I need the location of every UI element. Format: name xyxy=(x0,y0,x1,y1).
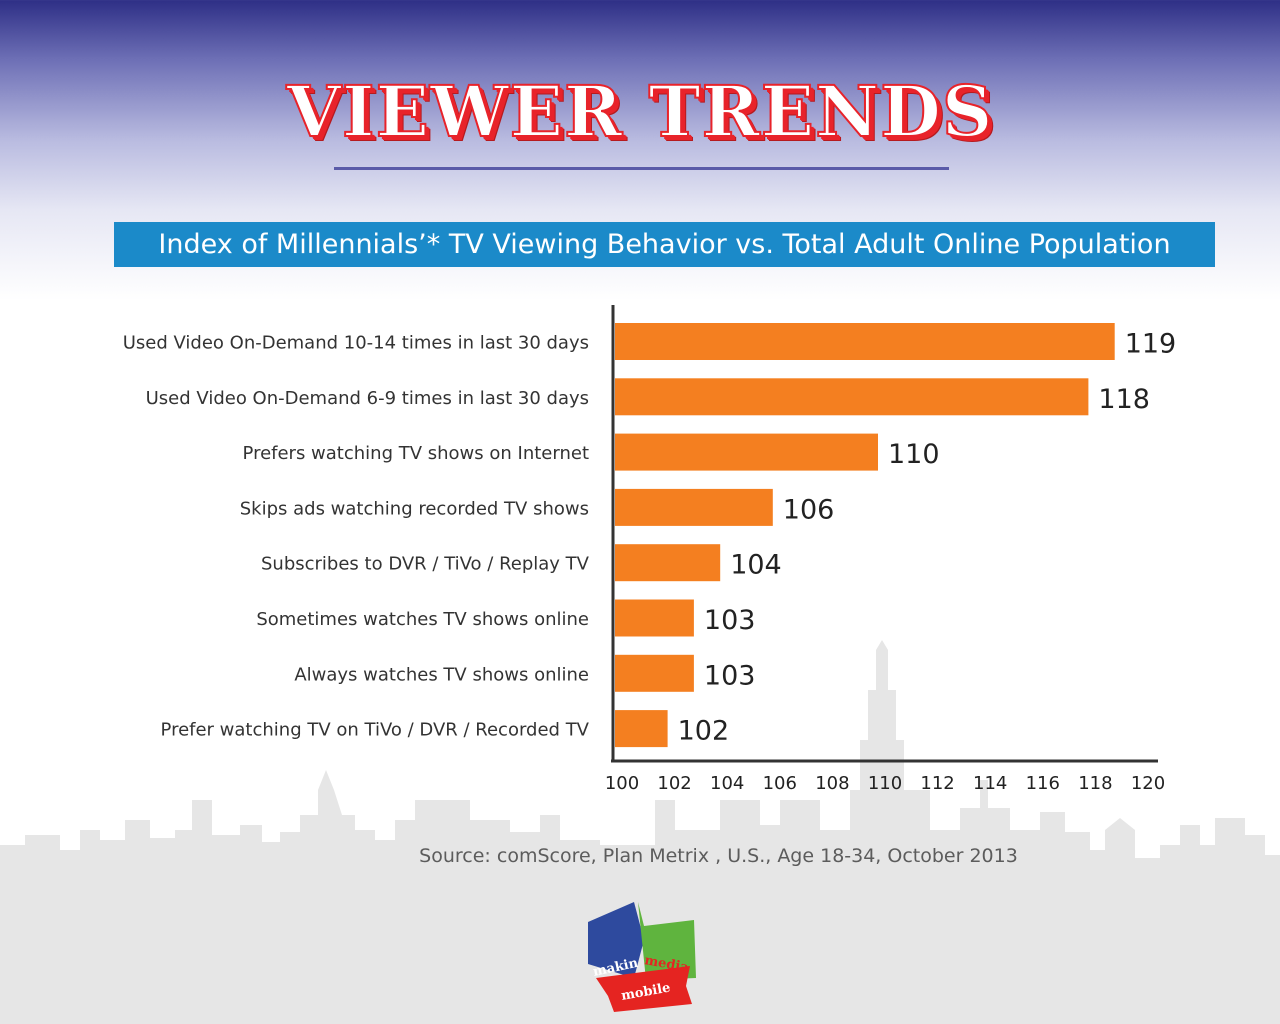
category-label: Used Video On-Demand 10-14 times in last… xyxy=(123,333,589,354)
value-label: 119 xyxy=(1125,329,1177,360)
x-tick-label: 100 xyxy=(605,773,639,794)
value-label: 110 xyxy=(888,439,940,470)
category-label: Always watches TV shows online xyxy=(294,664,589,685)
x-tick-label: 116 xyxy=(1026,773,1060,794)
category-label: Skips ads watching recorded TV shows xyxy=(240,498,589,519)
logo-green-panel xyxy=(638,902,696,980)
chart-subtitle: Index of Millennials’* TV Viewing Behavi… xyxy=(158,229,1171,260)
category-labels: Used Video On-Demand 10-14 times in last… xyxy=(123,333,590,741)
bar xyxy=(615,378,1089,416)
category-label: Prefers watching TV shows on Internet xyxy=(243,443,589,464)
bar xyxy=(615,710,668,748)
value-label: 103 xyxy=(704,660,756,691)
x-tick-label: 110 xyxy=(868,773,902,794)
bar xyxy=(615,323,1115,360)
bars xyxy=(615,323,1115,748)
bar xyxy=(615,488,773,526)
value-label: 106 xyxy=(783,494,835,525)
value-label: 118 xyxy=(1098,384,1150,415)
bar xyxy=(615,433,878,471)
x-tick-labels: 100 102 104 106 108 110 112 114 116 118 120 xyxy=(605,773,1165,794)
bar xyxy=(615,654,694,692)
makin-media-mobile-logo: makin media mobile xyxy=(588,902,696,1012)
x-tick-label: 102 xyxy=(657,773,691,794)
logo-red-panel xyxy=(596,966,692,1012)
value-label: 104 xyxy=(730,550,782,581)
x-tick-label: 114 xyxy=(973,773,1007,794)
category-label: Subscribes to DVR / TiVo / Replay TV xyxy=(261,554,590,575)
x-tick-label: 104 xyxy=(710,773,744,794)
logo-blue-panel xyxy=(588,902,644,978)
x-tick-label: 108 xyxy=(815,773,849,794)
x-tick-label: 106 xyxy=(763,773,797,794)
bar xyxy=(615,599,694,637)
x-tick-label: 112 xyxy=(920,773,954,794)
title-divider xyxy=(334,167,949,170)
bar xyxy=(615,544,721,582)
value-label: 102 xyxy=(678,716,730,747)
x-tick-label: 118 xyxy=(1078,773,1112,794)
value-label: 103 xyxy=(704,605,756,636)
page-title: VIEWER TRENDS xyxy=(286,69,994,154)
source-note: Source: comScore, Plan Metrix , U.S., Ag… xyxy=(419,845,1018,867)
x-tick-label: 120 xyxy=(1131,773,1165,794)
category-label: Used Video On-Demand 6-9 times in last 3… xyxy=(146,388,589,409)
category-label: Sometimes watches TV shows online xyxy=(256,609,589,630)
category-label: Prefer watching TV on TiVo / DVR / Recor… xyxy=(161,720,590,741)
chart-subtitle-band: Index of Millennials’* TV Viewing Behavi… xyxy=(114,222,1215,267)
